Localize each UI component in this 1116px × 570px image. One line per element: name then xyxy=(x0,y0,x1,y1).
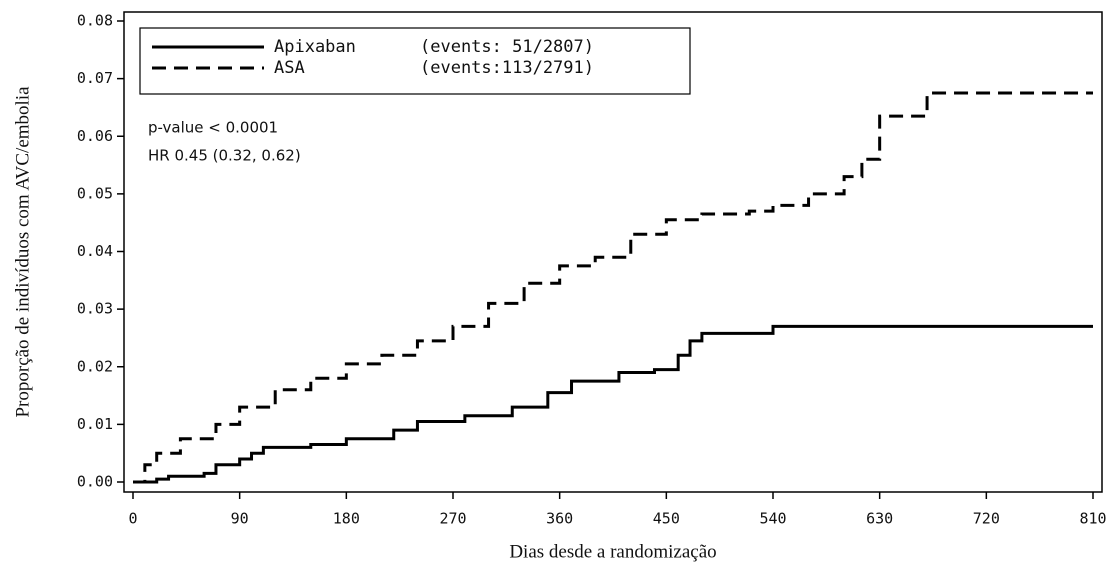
x-tick-label: 720 xyxy=(973,510,1000,528)
x-tick-label: 630 xyxy=(866,510,893,528)
legend-box xyxy=(139,27,691,95)
x-tick-label: 270 xyxy=(439,510,466,528)
y-tick-label: 0.05 xyxy=(77,184,113,202)
legend-events: (events:113/2791) xyxy=(420,58,594,78)
y-axis-title: Proporção de indivíduos com AVC/embolia xyxy=(12,86,33,418)
x-tick-label: 360 xyxy=(546,510,573,528)
y-tick-label: 0.00 xyxy=(77,473,113,491)
annotation: HR 0.45 (0.32, 0.62) xyxy=(148,147,301,165)
legend-label: Apixaban xyxy=(274,37,356,57)
x-tick-label: 810 xyxy=(1079,510,1106,528)
y-tick-label: 0.07 xyxy=(77,69,113,87)
legend-label: ASA xyxy=(274,58,305,78)
y-tick-label: 0.02 xyxy=(77,357,113,375)
y-tick-label: 0.01 xyxy=(77,415,113,433)
series-line xyxy=(133,91,1093,484)
annotation: p-value < 0.0001 xyxy=(148,119,278,137)
x-tick-label: 450 xyxy=(653,510,680,528)
y-tick-label: 0.06 xyxy=(77,127,113,145)
x-tick-label: 540 xyxy=(759,510,786,528)
series-line xyxy=(133,324,1093,484)
x-tick-label: 90 xyxy=(231,510,249,528)
x-tick-label: 0 xyxy=(128,510,137,528)
y-tick-label: 0.08 xyxy=(77,12,113,30)
legend-events: (events: 51/2807) xyxy=(420,37,594,57)
y-tick-label: 0.04 xyxy=(77,242,113,260)
y-tick-label: 0.03 xyxy=(77,300,113,318)
x-axis-title: Dias desde a randomização xyxy=(509,541,716,562)
x-tick-label: 180 xyxy=(333,510,360,528)
